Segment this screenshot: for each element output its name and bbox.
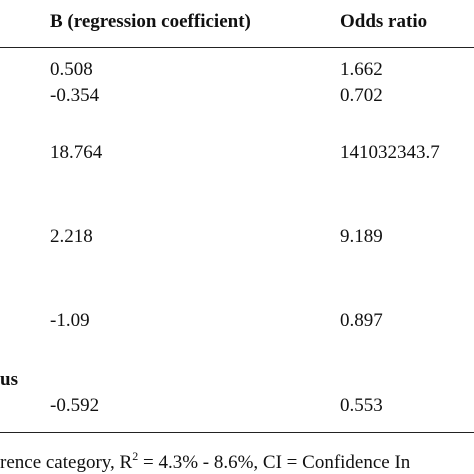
table-cell: -0.592: [50, 395, 100, 416]
table-cell: -1.09: [50, 310, 90, 331]
table-cell: 0.508: [50, 59, 93, 80]
table-cell: 0.553: [340, 395, 383, 416]
table-cell: -0.354: [50, 85, 100, 106]
column-header: Odds ratio: [340, 11, 428, 32]
footnote-text: rence category, R: [0, 452, 133, 473]
table-cell: 0.897: [340, 310, 383, 331]
row-label: us: [0, 369, 18, 390]
table-cell: 1.662: [340, 59, 383, 80]
table-cell: 0.702: [340, 85, 383, 106]
footnote-text: = 4.3% - 8.6%, CI = Confidence In: [138, 452, 411, 473]
column-header: B (regression coefficient): [50, 11, 251, 32]
table-cell: 2.218: [50, 226, 93, 247]
bottom-rule: [0, 432, 474, 433]
footnote-superscript: 2: [132, 449, 139, 463]
table-cell: 9.189: [340, 226, 383, 247]
table-cell: 18.764: [50, 142, 103, 163]
table-cell: 141032343.7: [340, 142, 440, 163]
header-rule: [0, 47, 474, 48]
footnote: rence category, R2 = 4.3% - 8.6%, CI = C…: [0, 449, 411, 474]
